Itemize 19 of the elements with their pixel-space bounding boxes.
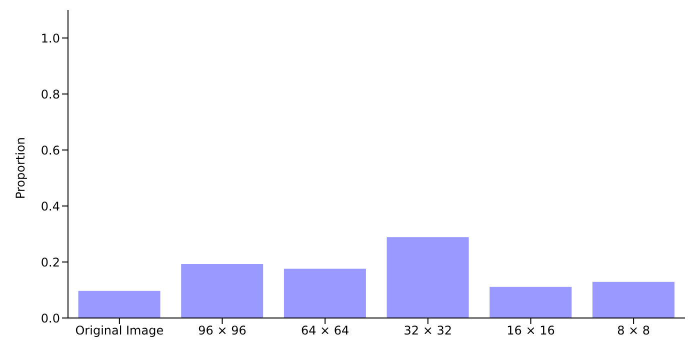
bar: [386, 237, 469, 318]
y-axis-title: Proportion: [13, 137, 28, 199]
y-tick-label: 0.0: [40, 311, 60, 326]
x-tick-label: 32 × 32: [404, 324, 452, 338]
bar: [284, 268, 366, 318]
y-tick-label: 0.6: [40, 143, 60, 158]
bar: [78, 290, 160, 318]
y-tick-label: 0.4: [40, 199, 60, 214]
x-tick-label: 8 × 8: [617, 324, 650, 338]
y-tick-label: 0.2: [40, 255, 60, 270]
y-tick-label: 1.0: [40, 31, 60, 46]
x-tick-label: 64 × 64: [300, 324, 350, 338]
y-tick-label: 0.8: [40, 87, 60, 102]
x-tick-label: Original Image: [75, 324, 164, 338]
bar: [490, 286, 572, 318]
bar: [181, 264, 264, 318]
x-tick-label: 16 × 16: [506, 324, 555, 338]
bar: [592, 282, 674, 318]
x-tick-label: 96 × 96: [198, 324, 246, 338]
